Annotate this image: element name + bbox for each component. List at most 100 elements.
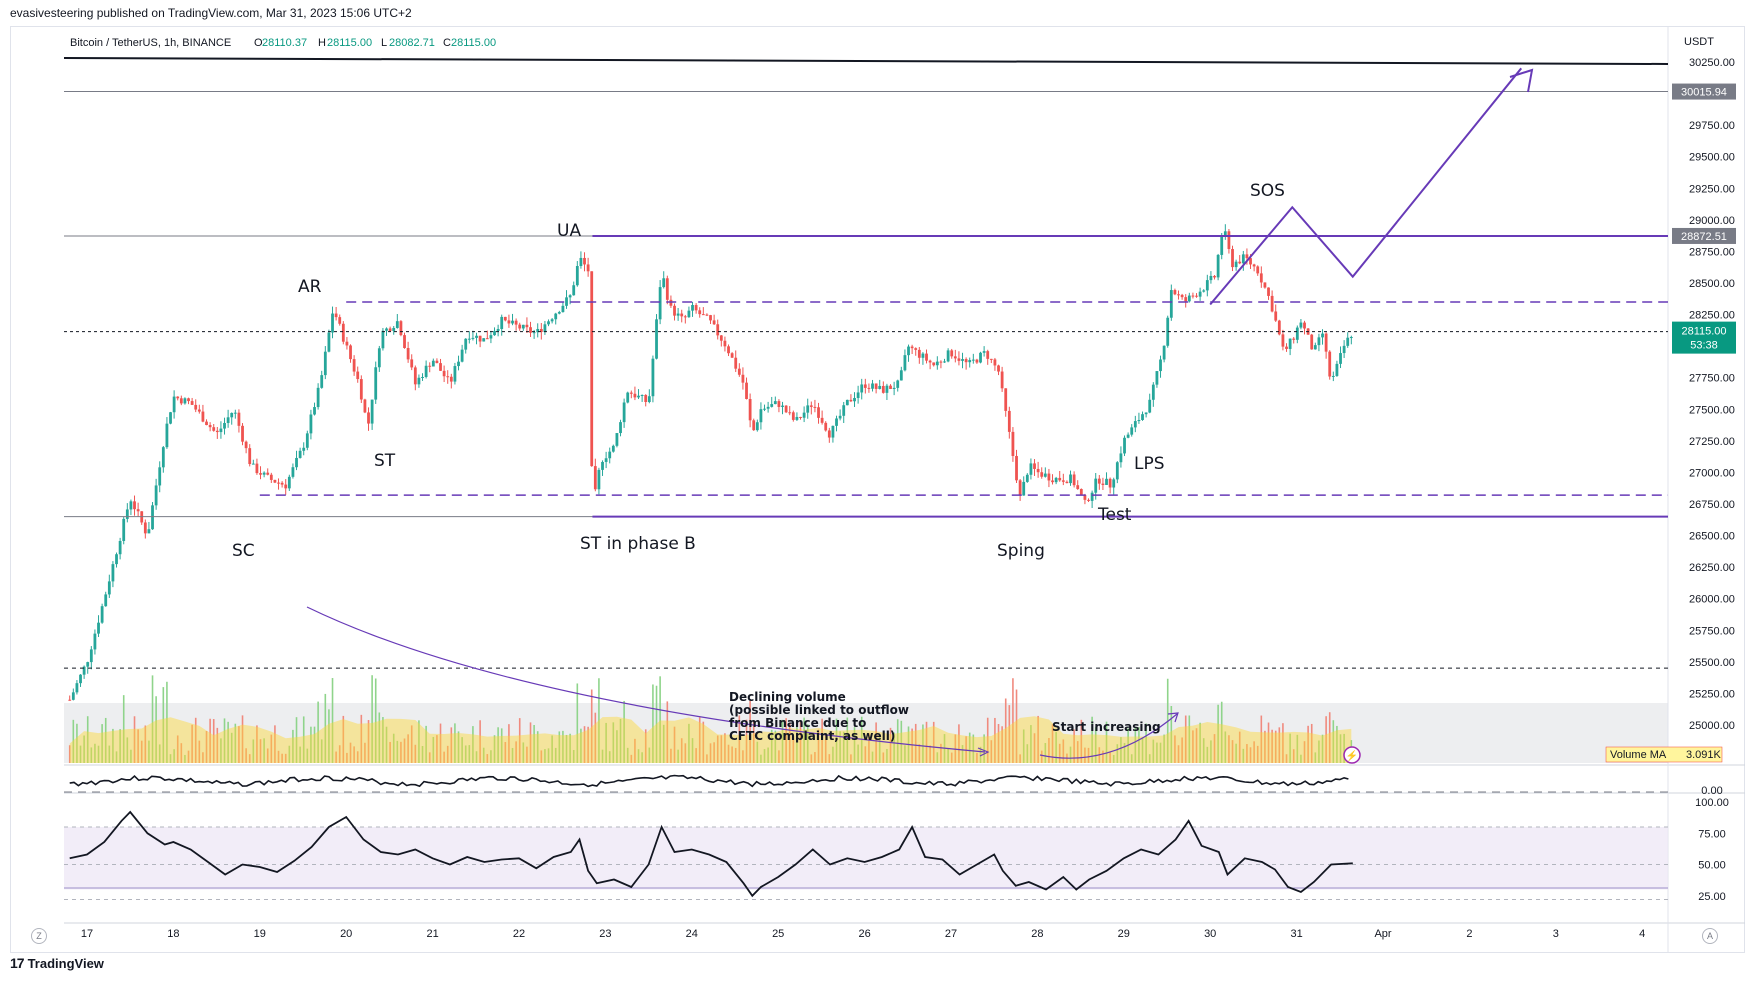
candle-body — [118, 540, 122, 555]
candle-body — [1328, 351, 1332, 377]
candle-body — [759, 409, 763, 423]
candle-body — [1198, 291, 1202, 297]
candle-body — [219, 428, 223, 433]
ohlc-open: 28110.37 — [262, 37, 307, 49]
candle-body — [788, 412, 792, 414]
candle-body — [525, 324, 529, 328]
ohlc-open-label: O — [254, 37, 263, 49]
candle-body — [460, 349, 464, 362]
candle-body — [1126, 434, 1130, 438]
candle-body — [863, 384, 867, 388]
candle-body — [575, 266, 579, 286]
candle-body — [881, 385, 885, 393]
y-tick-label: 25250.00 — [1689, 688, 1735, 700]
candle-body — [410, 359, 414, 368]
candle-body — [896, 380, 900, 388]
candle-body — [637, 395, 640, 398]
candle-body — [989, 358, 993, 360]
candle-body — [565, 297, 568, 306]
candle-body — [1220, 235, 1224, 255]
candle-body — [507, 320, 511, 324]
candle-body — [421, 376, 424, 378]
candle-body — [1288, 338, 1292, 349]
candle-body — [71, 692, 75, 700]
candle-body — [658, 287, 662, 320]
candle-body — [259, 473, 262, 475]
candle-body — [640, 395, 644, 397]
y-tick-label: 25500.00 — [1689, 657, 1735, 669]
candle-body — [194, 404, 198, 410]
x-tick-label: 25 — [772, 928, 784, 940]
tradingview-brand: TradingView — [27, 955, 104, 971]
candle-body — [813, 406, 817, 408]
auto-scale-button[interactable]: A — [1702, 928, 1718, 944]
x-tick-label: 21 — [426, 928, 438, 940]
candle-body — [889, 385, 892, 389]
candle-body — [1216, 254, 1220, 278]
candle-body — [1202, 290, 1206, 292]
candle-body — [709, 315, 712, 321]
candle-body — [133, 501, 136, 510]
start-increasing-note: Start increasing — [1052, 720, 1161, 734]
y-tick-label: 26250.00 — [1689, 562, 1735, 574]
candle-body — [572, 285, 576, 296]
candle-body — [97, 622, 100, 634]
candle-body — [615, 433, 619, 446]
candle-body — [597, 469, 601, 490]
candle-body — [867, 387, 871, 389]
candle-body — [223, 422, 226, 429]
candle-body — [910, 346, 914, 349]
x-tick-label: 31 — [1290, 928, 1302, 940]
candle-body — [925, 353, 928, 361]
candle-body — [691, 305, 694, 311]
volume-note-line-3: from Binance due to — [729, 716, 866, 730]
candle-body — [453, 366, 457, 382]
candle-body — [446, 376, 450, 378]
candle-body — [161, 447, 165, 468]
candle-body — [539, 328, 543, 333]
last-price-badge — [1672, 321, 1736, 354]
candle-body — [1223, 231, 1227, 236]
candle-body — [878, 385, 882, 389]
candle-body — [680, 313, 684, 317]
candle-body — [129, 501, 133, 510]
candle-body — [673, 305, 676, 316]
candle-body — [176, 396, 180, 399]
candle-body — [356, 371, 360, 380]
candle-body — [817, 407, 820, 418]
candle-body — [619, 422, 622, 434]
candle-body — [1083, 495, 1087, 500]
x-tick-label: 4 — [1639, 928, 1645, 940]
candle-body — [377, 348, 381, 368]
y-tick-label: 27000.00 — [1689, 467, 1735, 479]
candle-body — [262, 472, 266, 475]
candle-body — [475, 335, 478, 338]
zoom-button[interactable]: Z — [31, 928, 47, 944]
candle-body — [532, 332, 536, 334]
candle-body — [298, 450, 302, 458]
candle-body — [111, 564, 115, 582]
volume-note-line-4: CFTC complaint, as well) — [729, 729, 895, 743]
candle-body — [1094, 478, 1098, 493]
candle-body — [233, 412, 237, 414]
candle-body — [982, 351, 986, 353]
candle-body — [939, 361, 943, 363]
x-tick-label: 26 — [858, 928, 870, 940]
x-tick-label: 19 — [254, 928, 266, 940]
candle-body — [874, 383, 878, 389]
candle-body — [622, 402, 626, 423]
y-tick-label: 29250.00 — [1689, 183, 1735, 195]
candle-body — [964, 359, 968, 363]
candle-body — [1036, 468, 1040, 473]
candle-body — [388, 328, 392, 331]
candle-body — [403, 335, 406, 348]
candle-body — [82, 666, 86, 675]
candle-body — [255, 463, 259, 474]
candle-body — [1349, 337, 1353, 339]
candle-body — [230, 412, 234, 418]
y-tick-label: 29500.00 — [1689, 152, 1735, 164]
candle-body — [370, 399, 374, 424]
candle-body — [903, 355, 907, 371]
candle-body — [1101, 483, 1105, 485]
